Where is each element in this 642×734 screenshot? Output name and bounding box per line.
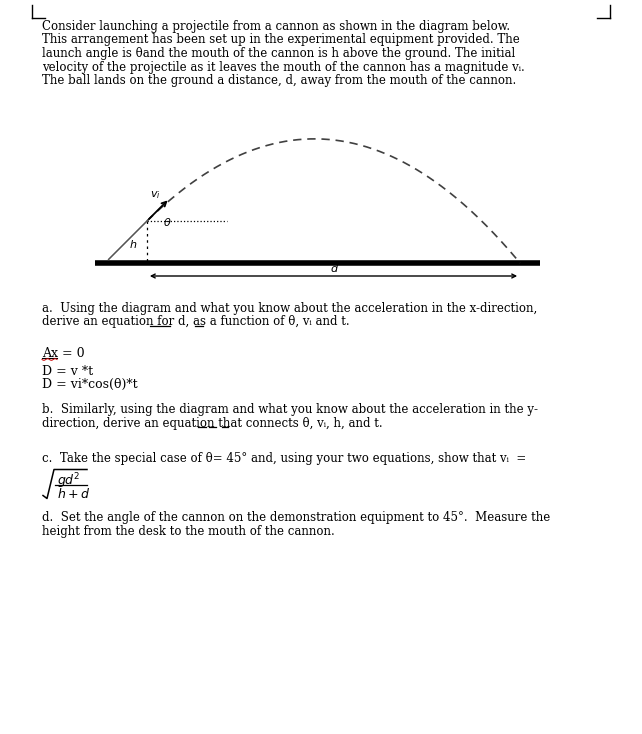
Text: The ball lands on the ground a distance, d, away from the mouth of the cannon.: The ball lands on the ground a distance,…: [42, 74, 516, 87]
Text: velocity of the projectile as it leaves the mouth of the cannon has a magnitude : velocity of the projectile as it leaves …: [42, 60, 525, 73]
Text: launch angle is θand the mouth of the cannon is h above the ground. The initial: launch angle is θand the mouth of the ca…: [42, 47, 516, 60]
Text: D = v *t: D = v *t: [42, 365, 93, 378]
Text: $\theta$: $\theta$: [163, 216, 171, 228]
Text: This arrangement has been set up in the experimental equipment provided. The: This arrangement has been set up in the …: [42, 34, 520, 46]
Polygon shape: [108, 216, 152, 260]
Text: D = vi*cos(θ)*t: D = vi*cos(θ)*t: [42, 378, 137, 391]
Text: height from the desk to the mouth of the cannon.: height from the desk to the mouth of the…: [42, 525, 334, 537]
Text: derive an equation for d, as a function of θ, vᵢ and t.: derive an equation for d, as a function …: [42, 316, 350, 329]
Text: Consider launching a projectile from a cannon as shown in the diagram below.: Consider launching a projectile from a c…: [42, 20, 510, 33]
Text: c.  Take the special case of θ= 45° and, using your two equations, show that vᵢ : c. Take the special case of θ= 45° and, …: [42, 452, 526, 465]
Text: $h$: $h$: [128, 238, 137, 250]
Text: Ax: Ax: [42, 347, 58, 360]
Text: $\mathit{gd}^2$: $\mathit{gd}^2$: [57, 471, 80, 491]
Text: = 0: = 0: [58, 347, 85, 360]
Text: b.  Similarly, using the diagram and what you know about the acceleration in the: b. Similarly, using the diagram and what…: [42, 403, 538, 416]
Text: direction, derive an equation that connects θ, vᵢ, h, and t.: direction, derive an equation that conne…: [42, 416, 383, 429]
Text: $d$: $d$: [331, 262, 340, 274]
Text: a.  Using the diagram and what you know about the acceleration in the x-directio: a. Using the diagram and what you know a…: [42, 302, 537, 315]
Text: $v_i$: $v_i$: [150, 189, 160, 201]
Text: $\mathit{h+d}$: $\mathit{h+d}$: [57, 487, 91, 501]
Text: d.  Set the angle of the cannon on the demonstration equipment to 45°.  Measure : d. Set the angle of the cannon on the de…: [42, 511, 550, 524]
